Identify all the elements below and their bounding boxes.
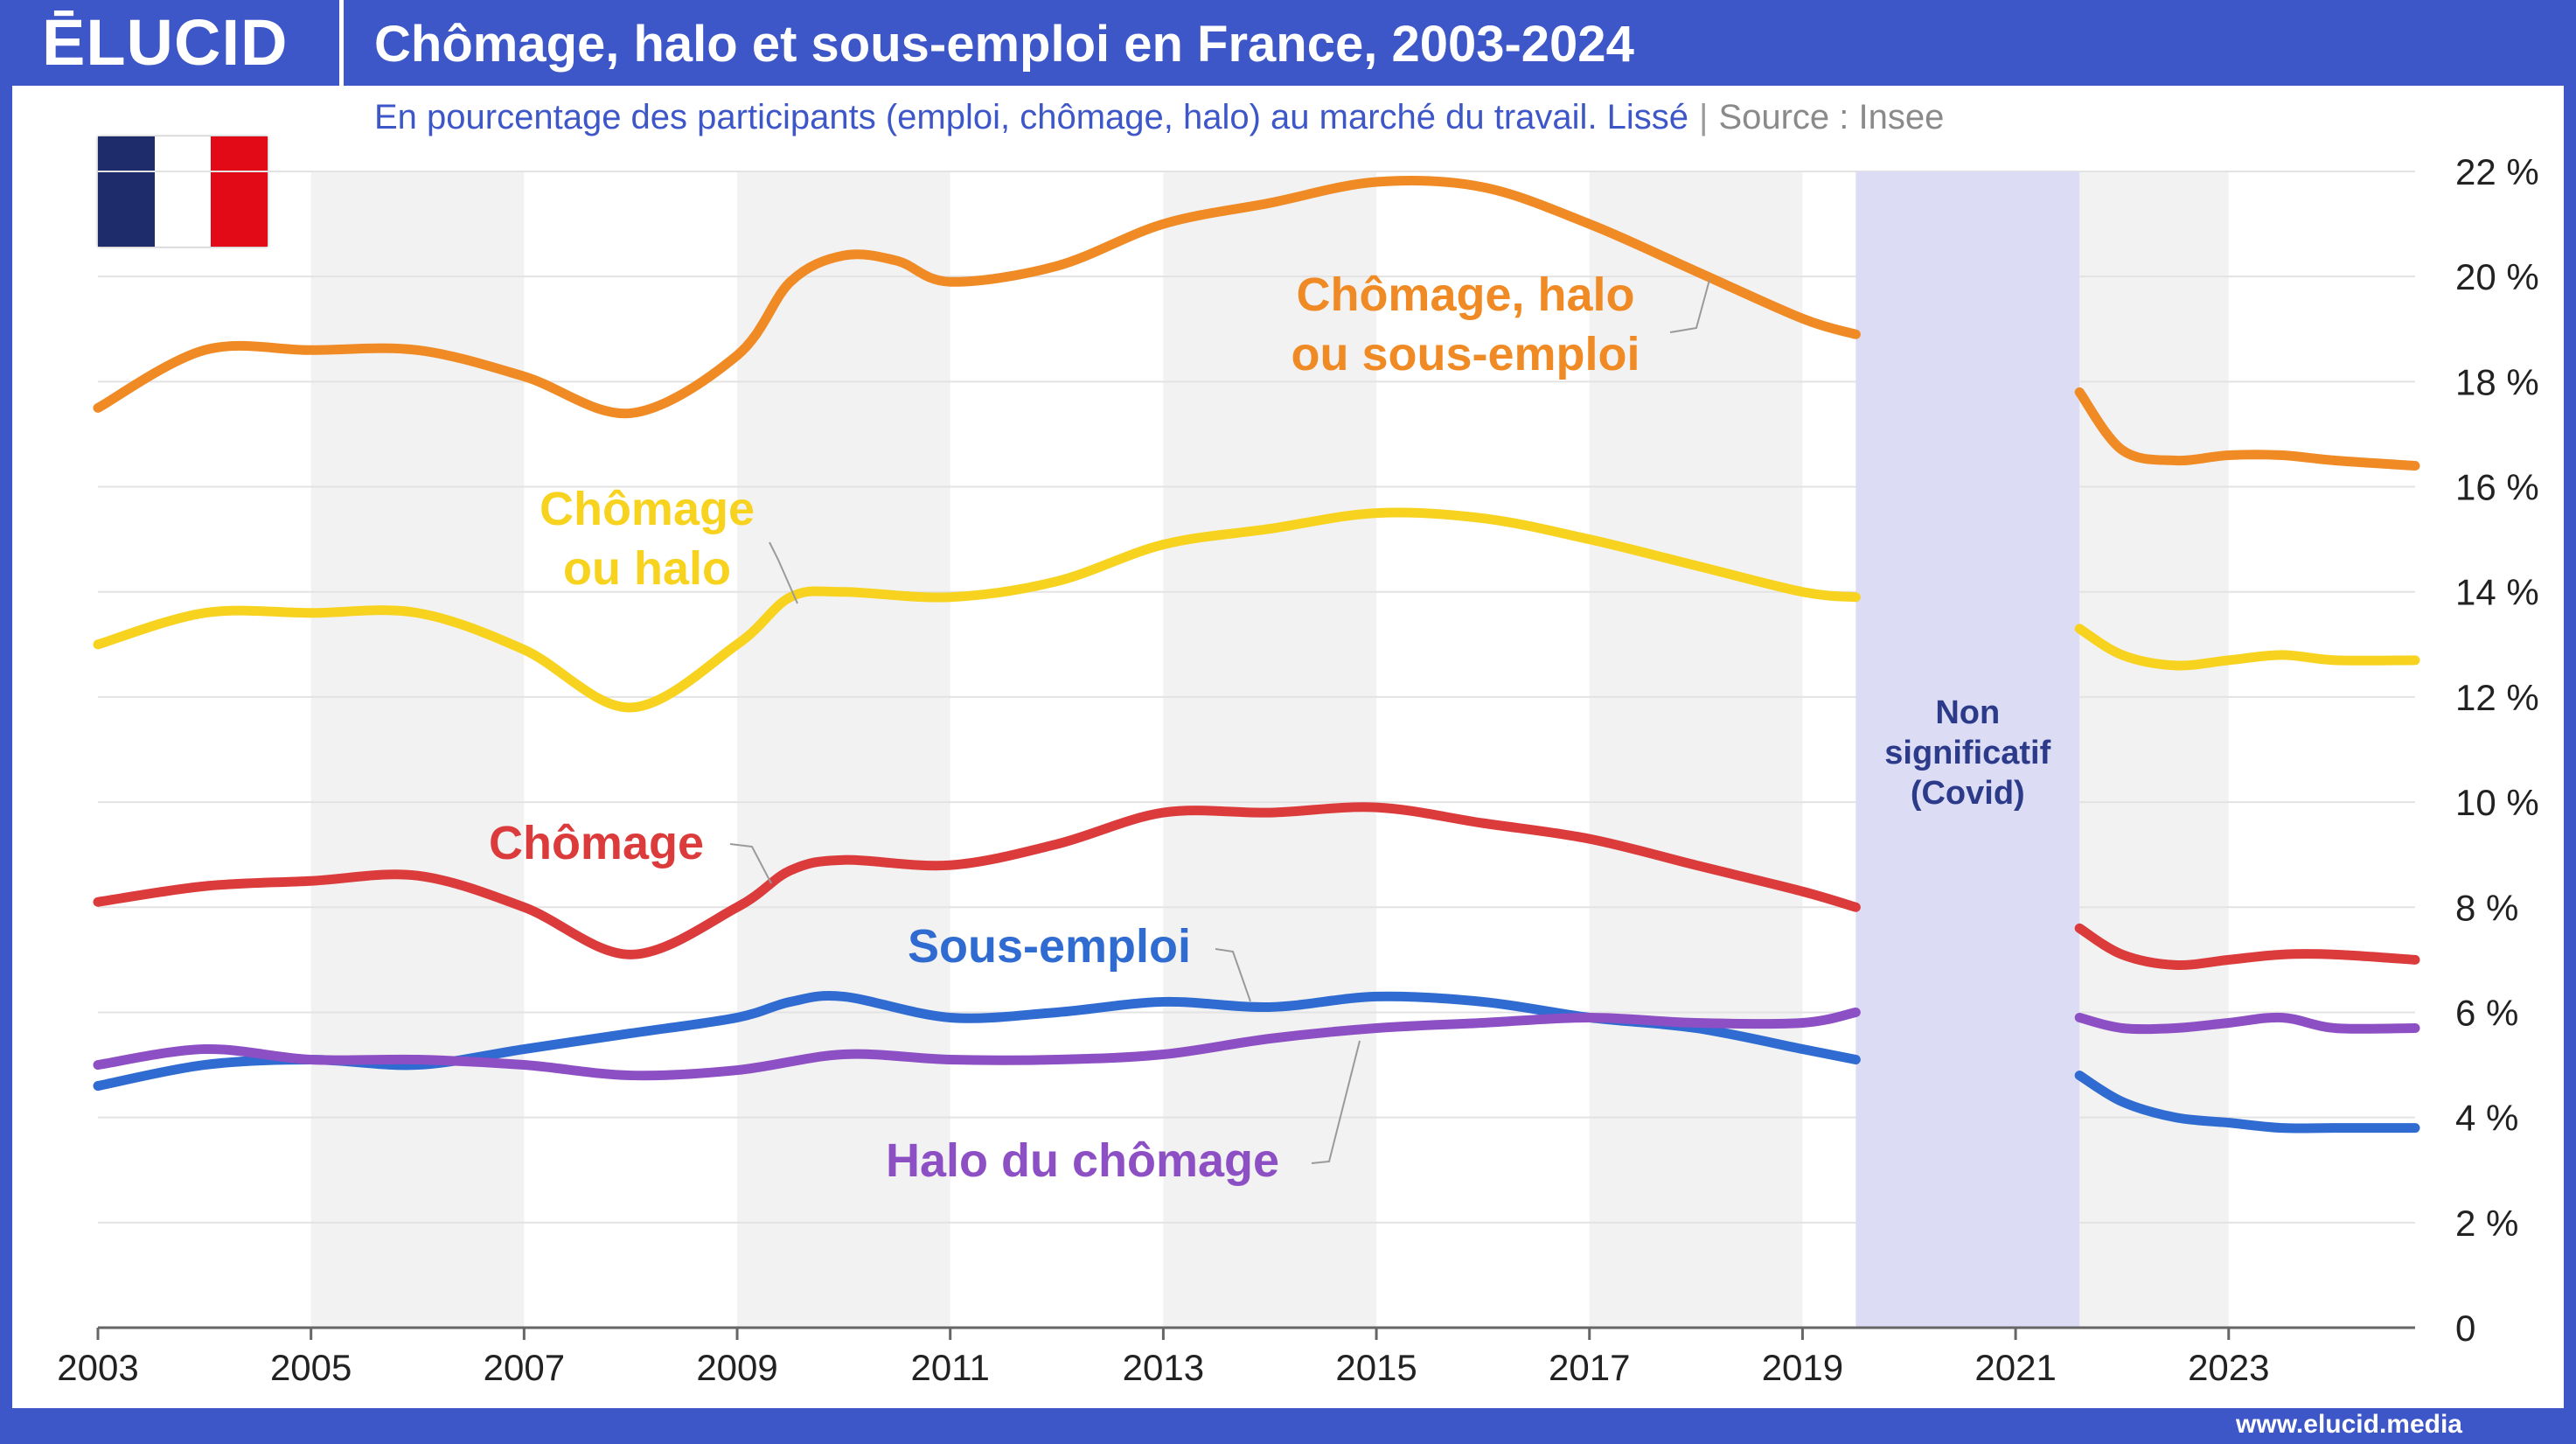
y-tick-label: 10 % <box>2455 782 2539 823</box>
series-label: Sous-emploi <box>908 920 1191 973</box>
series-line <box>2074 1012 2420 1035</box>
leader-line <box>769 541 798 604</box>
footer: www.elucid.media <box>0 1408 2576 1444</box>
series-label: Chômage <box>489 817 704 869</box>
chart-title: Chômage, halo et sous-emploi en France, … <box>374 16 1634 73</box>
y-tick-label: 22 % <box>2455 151 2539 192</box>
y-tick-label: 16 % <box>2455 467 2539 508</box>
leader-line <box>1215 948 1251 1002</box>
x-tick-label: 2023 <box>2188 1347 2269 1388</box>
covid-label: Non <box>1935 694 2000 731</box>
year-band <box>737 171 950 1328</box>
leader-line <box>1669 279 1710 333</box>
series-line <box>93 1007 1861 1081</box>
leader-line <box>729 843 772 884</box>
x-tick-label: 2011 <box>911 1347 990 1388</box>
leader-line <box>1311 1040 1361 1164</box>
series-line <box>2074 923 2420 970</box>
series-line <box>93 802 1861 959</box>
series-label: Chômage, halo <box>1296 269 1634 321</box>
series-label: ou sous-emploi <box>1291 328 1640 380</box>
x-tick-label: 2015 <box>1335 1347 1417 1388</box>
x-tick-label: 2021 <box>1974 1347 2056 1388</box>
year-band <box>1589 171 1803 1328</box>
y-tick-label: 2 % <box>2455 1203 2518 1244</box>
header: ĒLUCID Chômage, halo et sous-emploi en F… <box>0 0 2576 86</box>
y-tick-label: 8 % <box>2455 887 2518 928</box>
x-tick-label: 2019 <box>1762 1347 1843 1388</box>
series-label: Halo du chômage <box>886 1134 1279 1187</box>
x-tick-label: 2013 <box>1123 1347 1204 1388</box>
elucid-logo[interactable]: ĒLUCID <box>42 6 289 79</box>
y-tick-label: 6 % <box>2455 992 2518 1033</box>
y-tick-label: 12 % <box>2455 677 2539 718</box>
x-tick-label: 2009 <box>696 1347 777 1388</box>
series-label: Chômage <box>540 483 755 535</box>
series-line <box>93 175 1861 419</box>
x-tick-label: 2007 <box>484 1347 565 1388</box>
y-tick-label: 14 % <box>2455 572 2539 613</box>
x-tick-label: 2003 <box>57 1347 138 1388</box>
frame-left <box>0 0 12 1444</box>
series-line <box>2074 387 2420 471</box>
covid-band <box>1855 171 2080 1328</box>
series-line <box>2074 1071 2420 1134</box>
source-text: Source : Insee <box>1718 98 1945 136</box>
y-tick-label: 4 % <box>2455 1098 2518 1139</box>
subtitle-text: En pourcentage des participants (emploi,… <box>374 98 1689 136</box>
subtitle-separator: | <box>1699 98 1709 136</box>
series-label: ou halo <box>563 542 731 595</box>
y-tick-label: 20 % <box>2455 256 2539 297</box>
logo-separator <box>339 0 344 86</box>
year-band <box>1163 171 1377 1328</box>
series-line <box>93 507 1861 713</box>
y-tick-label: 18 % <box>2455 361 2539 402</box>
y-tick-label: 0 <box>2455 1308 2475 1349</box>
x-tick-label: 2005 <box>270 1347 352 1388</box>
chart-subtitle: En pourcentage des participants (emploi,… <box>374 98 1944 137</box>
series-line <box>2074 624 2420 671</box>
covid-label: significatif <box>1884 735 2050 771</box>
france-flag-icon <box>98 136 268 247</box>
covid-label: (Covid) <box>1911 775 2025 812</box>
frame-right <box>2564 0 2576 1444</box>
x-tick-label: 2017 <box>1549 1347 1630 1388</box>
footer-url[interactable]: www.elucid.media <box>2236 1410 2462 1439</box>
